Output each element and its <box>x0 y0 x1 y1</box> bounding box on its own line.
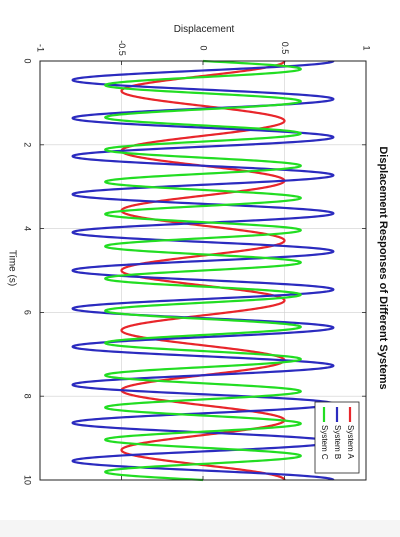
x-axis-title: Time (s) <box>6 250 17 286</box>
chart-title: Displacement Responses of Different Syst… <box>377 146 389 389</box>
legend-entry-label: System B <box>333 425 342 459</box>
y-axis-title: Displacement <box>174 24 235 35</box>
x-tick-label: 0 <box>23 58 33 63</box>
series-line-system-b <box>71 60 335 481</box>
x-tick-label: 6 <box>23 310 33 315</box>
series-line-system-c <box>104 59 302 482</box>
legend-entry-label: System A <box>346 425 355 459</box>
x-tick-label: 8 <box>23 394 33 399</box>
y-tick-label: 0 <box>199 45 209 50</box>
y-tick-label: 1 <box>362 45 372 50</box>
legend: System A System B System C <box>314 401 360 474</box>
x-tick-label: 4 <box>23 226 33 231</box>
chart-svg: 0 2 4 6 8 10 -1 -0.5 0 0.5 1 Displacement Time (s)… <box>6 24 389 485</box>
series-line-system-a <box>120 60 286 481</box>
x-tick-label: 10 <box>23 475 33 485</box>
x-tick-label: 2 <box>23 142 33 147</box>
y-tick-label: -0.5 <box>117 40 127 56</box>
legend-entry-label: System C <box>320 425 329 460</box>
ticks: 0 2 4 6 8 10 -1 -0.5 0 0.5 1 <box>23 40 372 485</box>
series-layer <box>71 59 335 482</box>
y-tick-label: -1 <box>36 44 46 52</box>
y-tick-label: 0.5 <box>280 42 290 55</box>
chart-figure: 0 2 4 6 8 10 -1 -0.5 0 0.5 1 Displacement Time (s)… <box>6 24 390 486</box>
